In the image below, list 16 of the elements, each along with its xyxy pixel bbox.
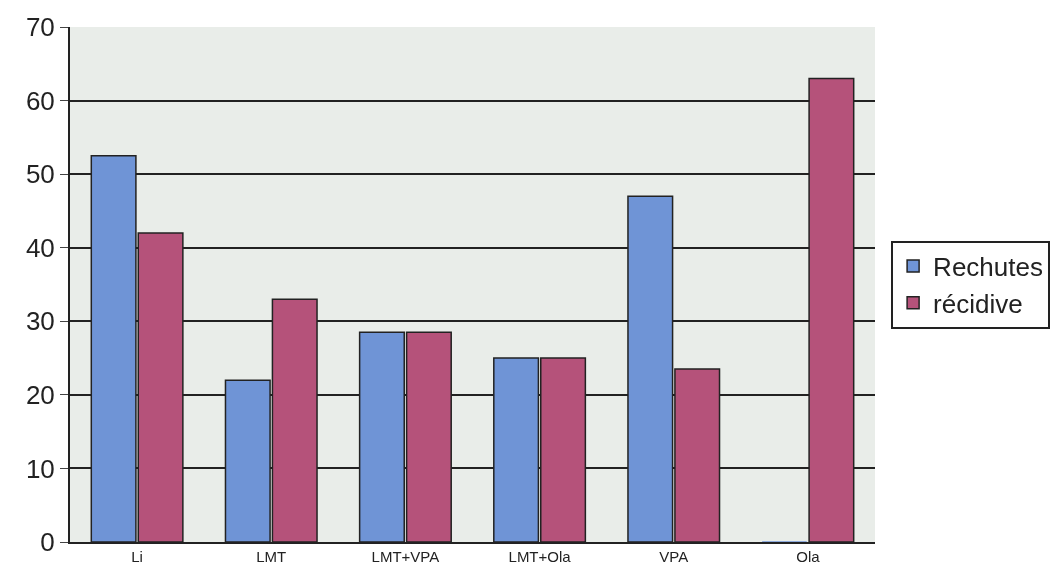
y-tick-label: 40 bbox=[25, 232, 55, 263]
y-tick-label: 70 bbox=[25, 12, 55, 43]
x-tick-label: LMT+Ola bbox=[508, 548, 572, 565]
y-tick-label: 60 bbox=[25, 85, 55, 116]
legend-label: Rechutes bbox=[933, 252, 1043, 283]
x-tick-label: VPA bbox=[659, 548, 689, 565]
x-tick-label: LMT+VPA bbox=[371, 548, 440, 565]
x-tick-label: LMT bbox=[256, 548, 287, 565]
y-tick-label: 50 bbox=[25, 159, 55, 190]
y-tick-label: 0 bbox=[40, 527, 55, 558]
y-tick-label: 20 bbox=[25, 379, 55, 410]
x-tick-label: Li bbox=[131, 548, 143, 565]
y-tick-label: 10 bbox=[25, 453, 55, 484]
y-tick-label: 30 bbox=[25, 306, 55, 337]
x-tick-label: Ola bbox=[796, 548, 821, 565]
legend-label: récidive bbox=[933, 288, 1023, 319]
